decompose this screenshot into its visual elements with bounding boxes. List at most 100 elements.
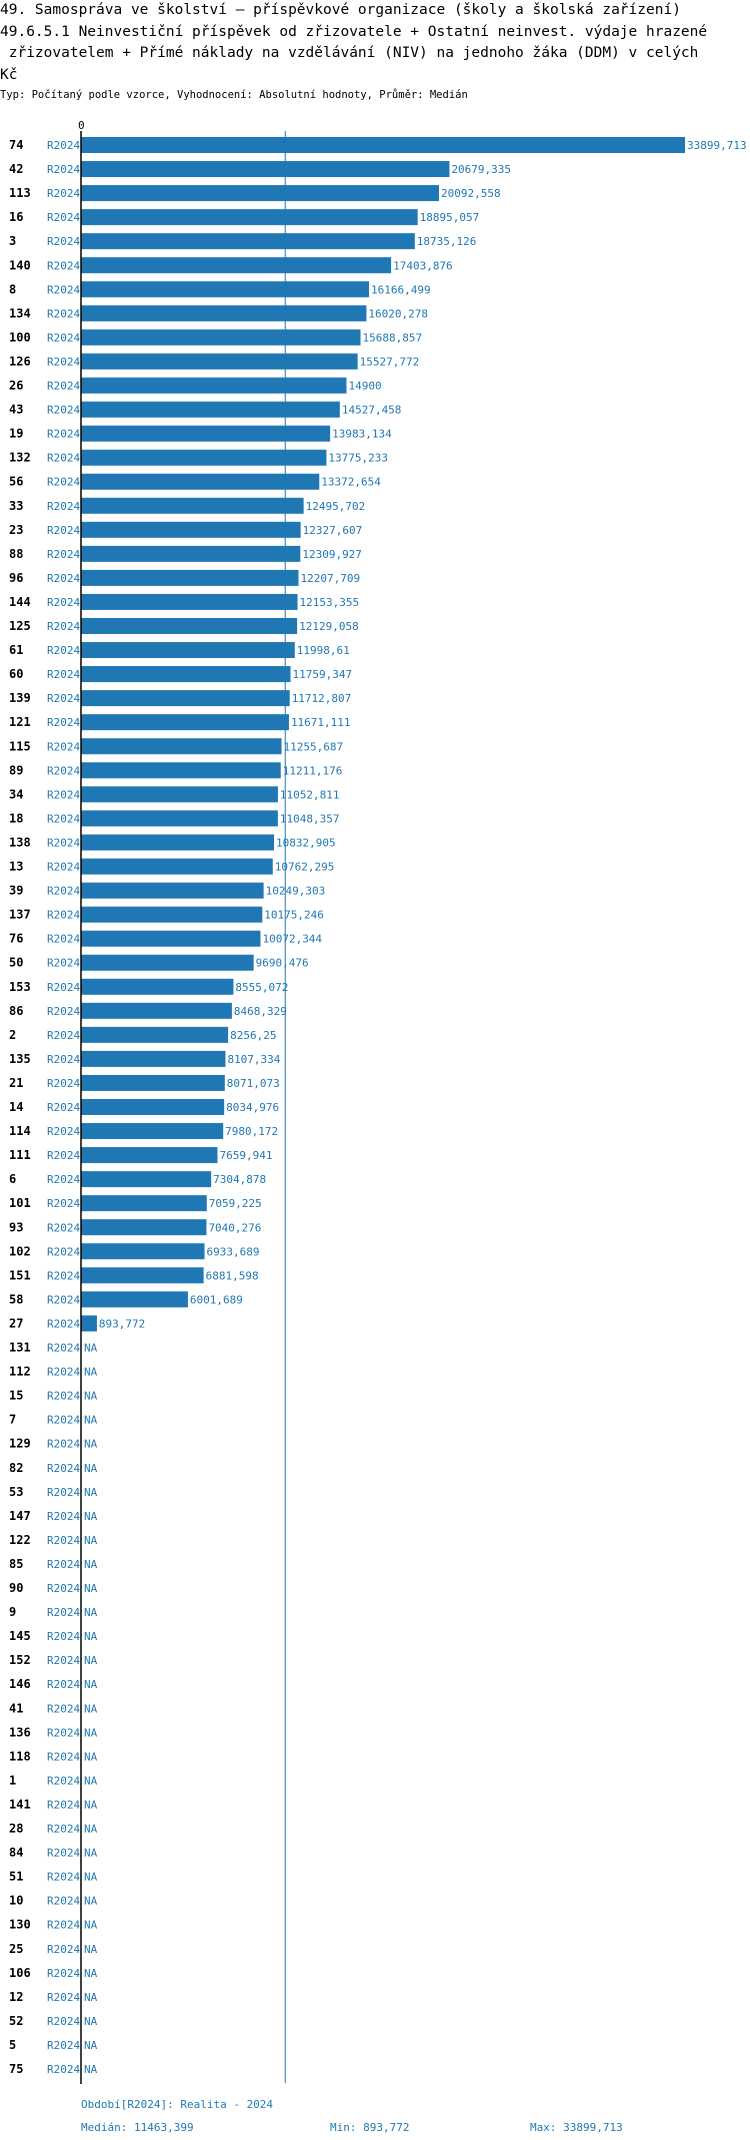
- data-label: 10175,246: [264, 909, 324, 922]
- period-label: R2024: [47, 692, 80, 705]
- chart-row: 134 R2024 16020,278: [9, 305, 428, 322]
- data-label: NA: [84, 1823, 98, 1836]
- data-label: NA: [84, 1510, 98, 1523]
- period-label: R2024: [47, 1221, 80, 1234]
- category-label: 86: [9, 1004, 23, 1018]
- chart-row: 131 R2024 NA: [9, 1341, 98, 1355]
- data-label: 7980,172: [225, 1125, 278, 1138]
- data-label: 12129,058: [299, 620, 359, 633]
- chart-row: 60 R2024 11759,347: [9, 666, 352, 683]
- period-label: R2024: [47, 307, 80, 320]
- bar: [81, 329, 361, 346]
- category-label: 93: [9, 1220, 23, 1234]
- category-label: 42: [9, 162, 23, 176]
- period-label: R2024: [47, 548, 80, 561]
- period-label: R2024: [47, 1534, 80, 1547]
- bar: [81, 882, 264, 899]
- data-label: 13983,134: [332, 428, 392, 441]
- data-label: NA: [84, 1991, 98, 2004]
- period-label: R2024: [47, 1582, 80, 1595]
- chart-row: 8 R2024 16166,499: [9, 281, 431, 298]
- chart-row: 132 R2024 13775,233: [9, 449, 388, 466]
- chart-row: 100 R2024 15688,857: [9, 329, 422, 346]
- chart-row: 114 R2024 7980,172: [9, 1123, 278, 1140]
- category-label: 8: [9, 282, 16, 296]
- period-label: R2024: [47, 1967, 80, 1980]
- bar: [81, 209, 418, 226]
- period-label: R2024: [47, 957, 80, 970]
- chart-row: 26 R2024 14900: [9, 377, 382, 394]
- chart-row: 43 R2024 14527,458: [9, 401, 401, 418]
- category-label: 118: [9, 1749, 31, 1763]
- period-label: R2024: [47, 1414, 80, 1427]
- data-label: 16166,499: [371, 283, 431, 296]
- bar: [81, 1219, 207, 1236]
- chart-row: 102 R2024 6933,689: [9, 1243, 260, 1260]
- bar: [81, 281, 370, 298]
- chart-row: 34 R2024 11052,811: [9, 786, 340, 803]
- period-label: R2024: [47, 1197, 80, 1210]
- category-label: 43: [9, 403, 23, 417]
- data-label: 11211,176: [283, 764, 343, 777]
- data-label: 18735,126: [417, 235, 477, 248]
- category-label: 130: [9, 1918, 31, 1932]
- period-label: R2024: [47, 1606, 80, 1619]
- data-label: 20092,558: [441, 187, 501, 200]
- data-label: NA: [84, 2015, 98, 2028]
- chart-row: 86 R2024 8468,329: [9, 1002, 287, 1019]
- chart-row: 137 R2024 10175,246: [9, 906, 324, 923]
- category-label: 76: [9, 932, 23, 946]
- chart-row: 126 R2024 15527,772: [9, 353, 420, 370]
- data-label: 11048,357: [280, 812, 340, 825]
- category-label: 25: [9, 1942, 23, 1956]
- period-label: R2024: [47, 1486, 80, 1499]
- category-label: 152: [9, 1653, 31, 1667]
- period-label: R2024: [47, 2015, 80, 2028]
- bar: [81, 1026, 229, 1043]
- data-label: NA: [84, 1630, 98, 1643]
- data-label: NA: [84, 1366, 98, 1379]
- category-label: 153: [9, 980, 31, 994]
- category-label: 106: [9, 1966, 31, 1980]
- chart-row: 145 R2024 NA: [9, 1629, 98, 1643]
- period-label: R2024: [47, 1678, 80, 1691]
- chart-row: 151 R2024 6881,598: [9, 1267, 259, 1284]
- data-label: NA: [84, 2039, 98, 2052]
- data-label: NA: [84, 2063, 98, 2076]
- category-label: 96: [9, 571, 23, 585]
- data-label: 12153,355: [300, 596, 360, 609]
- period-label: R2024: [47, 1726, 80, 1739]
- bar: [81, 425, 331, 442]
- data-label: 8107,334: [227, 1053, 280, 1066]
- chart-row: 112 R2024 NA: [9, 1365, 98, 1379]
- category-label: 135: [9, 1052, 31, 1066]
- bar: [81, 618, 298, 634]
- category-label: 51: [9, 1870, 23, 1884]
- period-label: R2024: [47, 788, 80, 801]
- chart-row: 89 R2024 11211,176: [9, 762, 343, 779]
- period-label: R2024: [47, 1895, 80, 1908]
- bar: [81, 257, 392, 274]
- period-label: R2024: [47, 428, 80, 441]
- period-label: R2024: [47, 2063, 80, 2076]
- bar: [81, 569, 299, 586]
- category-label: 39: [9, 884, 23, 898]
- period-label: R2024: [47, 1125, 80, 1138]
- data-label: 13372,654: [321, 476, 381, 489]
- data-label: 11052,811: [280, 788, 340, 801]
- period-label: R2024: [47, 596, 80, 609]
- category-label: 9: [9, 1605, 16, 1619]
- data-label: NA: [84, 1462, 98, 1475]
- period-label: R2024: [47, 1774, 80, 1787]
- category-label: 52: [9, 2014, 23, 2028]
- bar: [81, 1099, 225, 1115]
- data-label: 15527,772: [360, 355, 420, 368]
- bar: [81, 161, 450, 178]
- bar: [81, 1243, 205, 1260]
- period-label: R2024: [47, 452, 80, 465]
- category-label: 125: [9, 619, 31, 633]
- period-label: R2024: [47, 933, 80, 946]
- x-tick-label: 0: [78, 119, 85, 132]
- data-label: NA: [84, 1895, 98, 1908]
